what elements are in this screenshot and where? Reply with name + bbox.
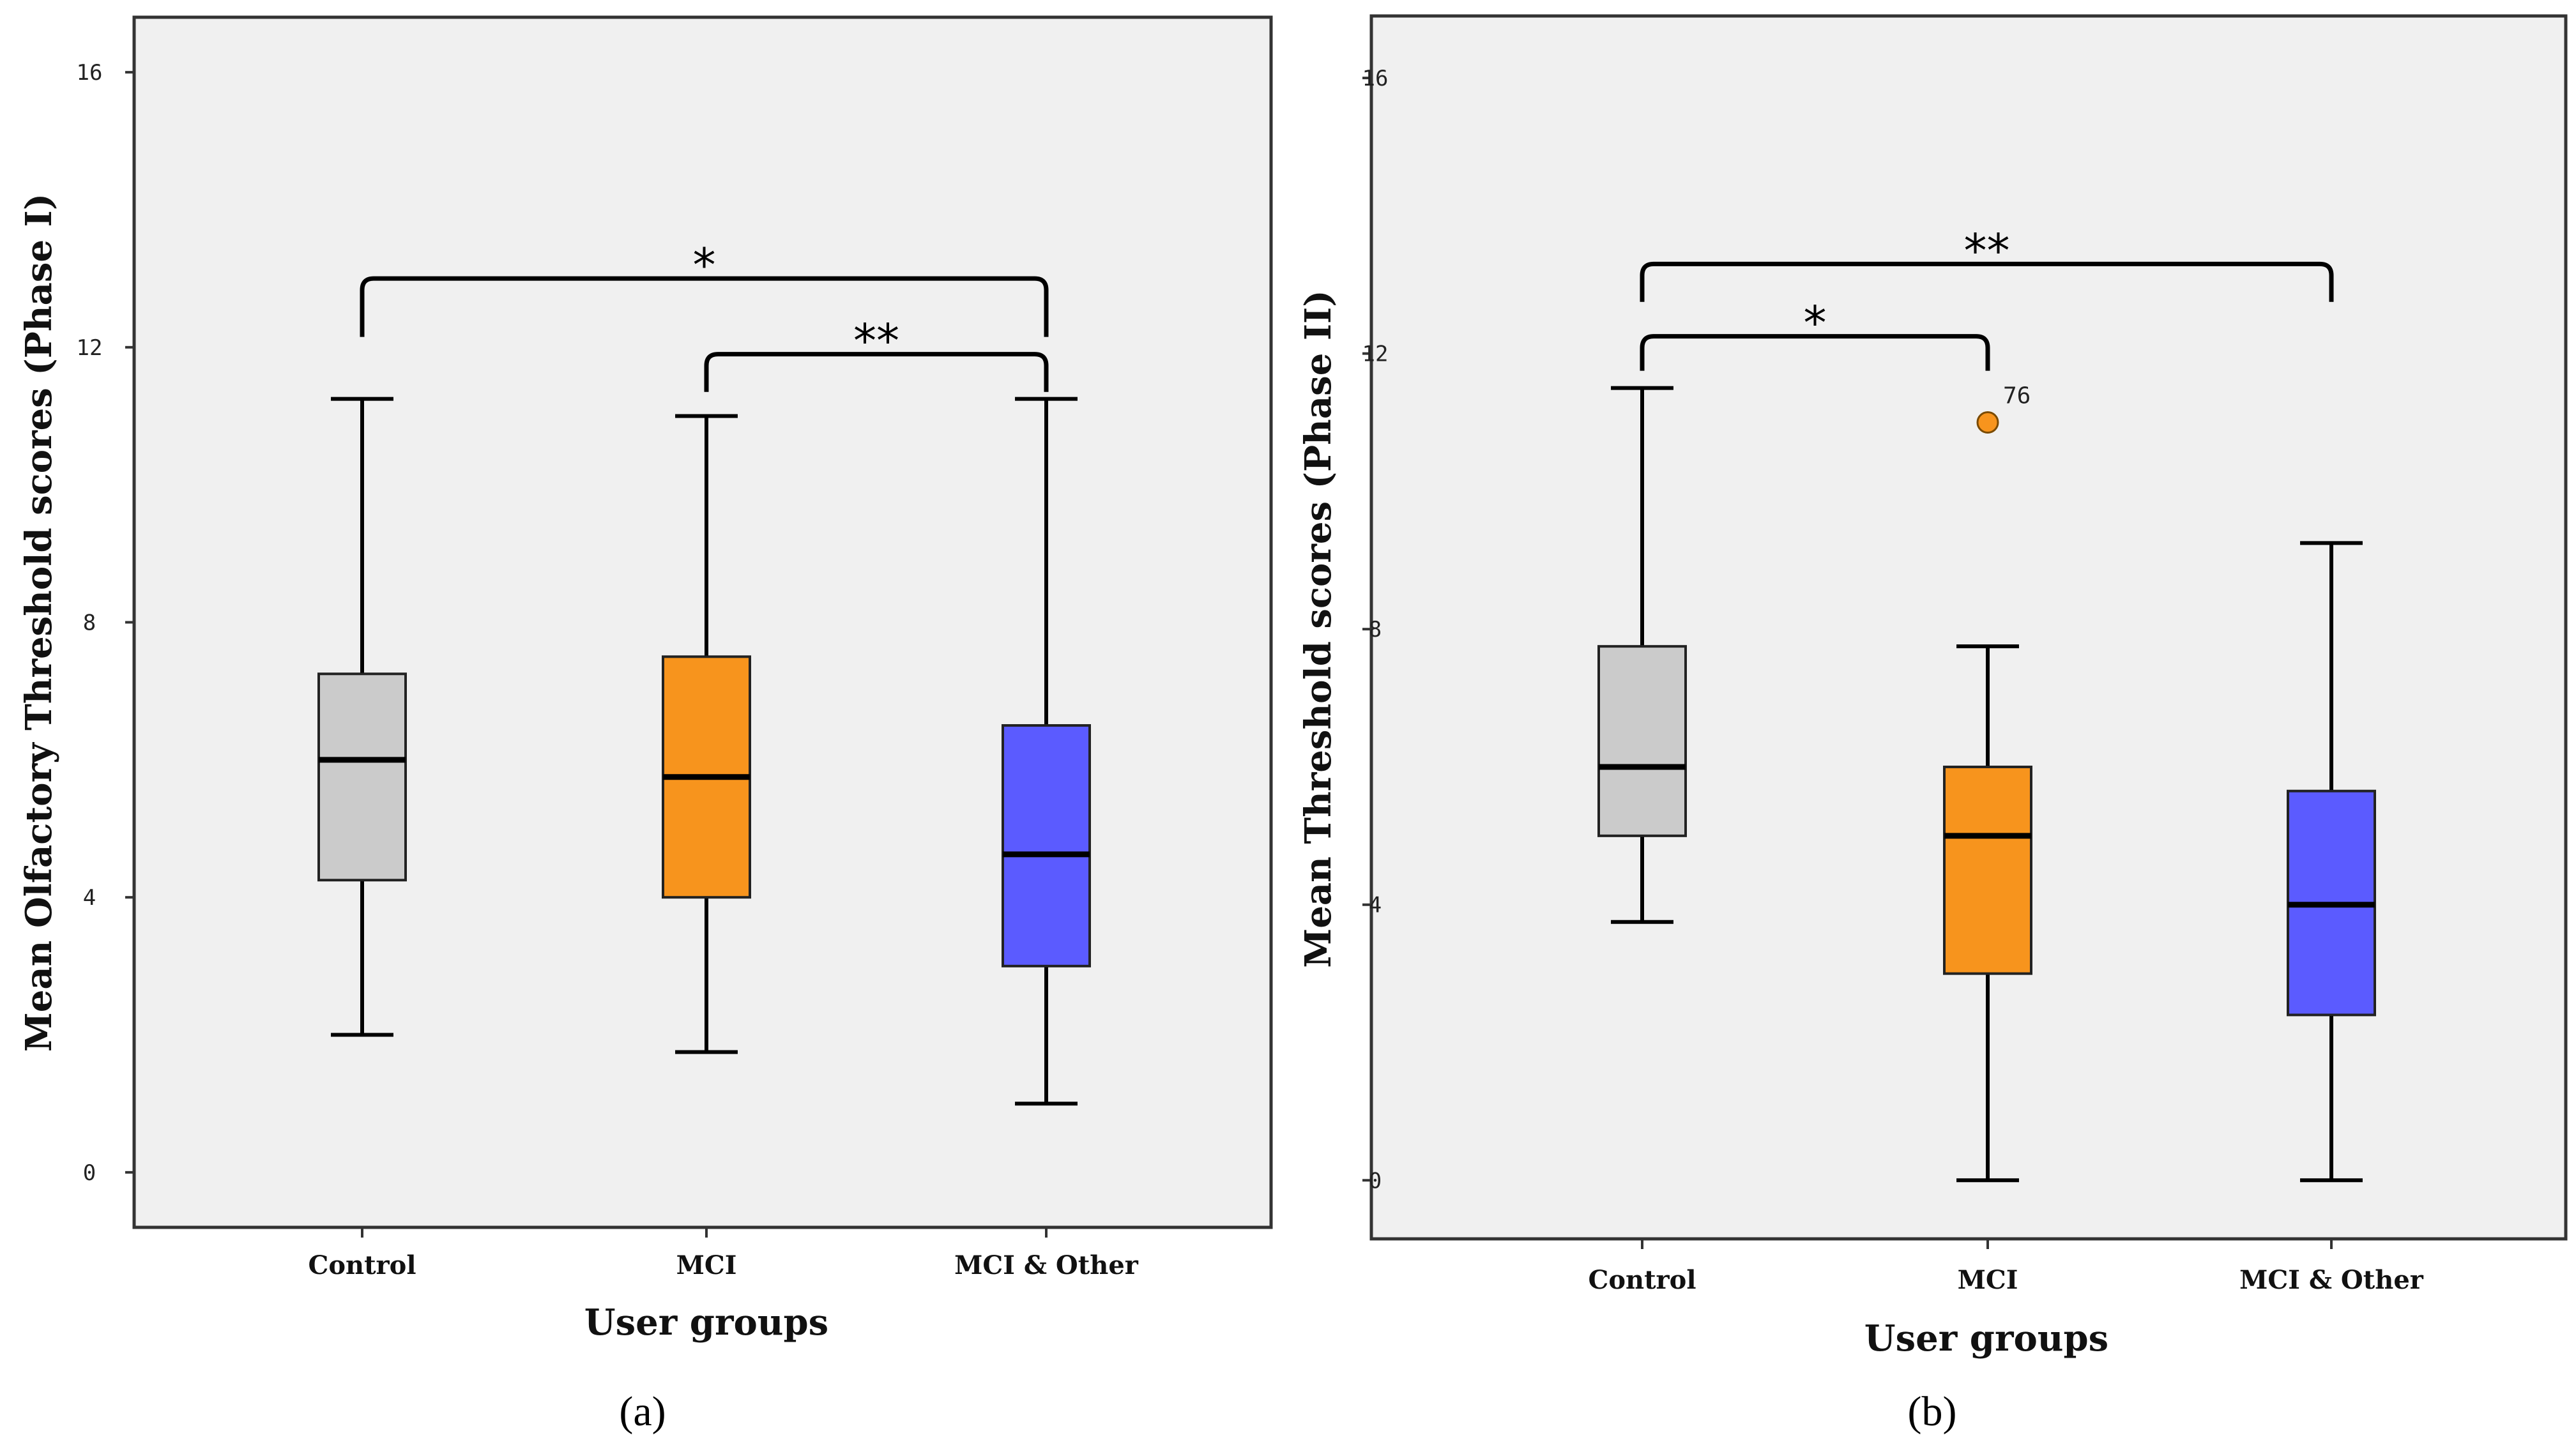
panel-label-a: (a) xyxy=(619,1388,666,1435)
y-tick-label-a: 8 xyxy=(83,610,96,636)
y-tick-label-a: 4 xyxy=(83,885,96,911)
significance-stars: ** xyxy=(1964,224,2010,277)
significance-bracket xyxy=(704,352,1049,392)
category-label-b: MCI & Other xyxy=(2239,1265,2424,1295)
plot-area-a xyxy=(132,15,1273,1229)
box-body xyxy=(317,672,407,882)
category-label-a: Control xyxy=(308,1250,416,1280)
significance-bracket xyxy=(1640,261,2334,302)
box-a-2 xyxy=(662,414,751,1054)
box-body xyxy=(1943,765,2032,975)
y-tick-label-a: 12 xyxy=(77,335,103,361)
box-b-3 xyxy=(2287,541,2376,1183)
category-label-a: MCI & Other xyxy=(954,1250,1139,1280)
significance-bracket xyxy=(1640,334,1990,371)
category-label-b: Control xyxy=(1588,1265,1696,1295)
y-tick-label-b: 4 xyxy=(1369,893,1382,918)
box-b-1 xyxy=(1597,386,1687,924)
y-tick-label-a: 16 xyxy=(77,60,103,86)
x-axis-title-a: User groups xyxy=(584,1301,828,1344)
y-tick-label-b: 16 xyxy=(1362,66,1389,91)
box-b-2 xyxy=(1943,644,2032,1183)
plot-area-b xyxy=(1369,14,2568,1241)
box-a-1 xyxy=(317,397,407,1037)
panel-label-b: (b) xyxy=(1908,1388,1957,1435)
category-label-b: MCI xyxy=(1958,1265,2018,1295)
significance-stars: * xyxy=(693,238,716,292)
box-body xyxy=(1002,724,1091,967)
y-tick-label-b: 0 xyxy=(1369,1168,1382,1194)
y-axis-title-b: Mean Threshold scores (Phase II) xyxy=(1297,290,1339,967)
box-a-3 xyxy=(1002,397,1091,1106)
box-body xyxy=(1597,645,1687,837)
significance-bracket xyxy=(360,276,1049,337)
category-label-a: MCI xyxy=(676,1250,737,1280)
outlier-label: 76 xyxy=(2003,383,2031,409)
outlier-point xyxy=(1976,411,1999,434)
y-axis-title-a: Mean Olfactory Threshold scores (Phase I… xyxy=(18,193,60,1052)
y-tick-label-a: 0 xyxy=(83,1160,96,1186)
x-axis-title-b: User groups xyxy=(1864,1317,2108,1360)
y-tick-label-b: 12 xyxy=(1362,342,1389,367)
significance-stars: ** xyxy=(853,314,899,368)
y-tick-label-b: 8 xyxy=(1369,617,1382,642)
significance-stars: * xyxy=(1804,296,1827,350)
